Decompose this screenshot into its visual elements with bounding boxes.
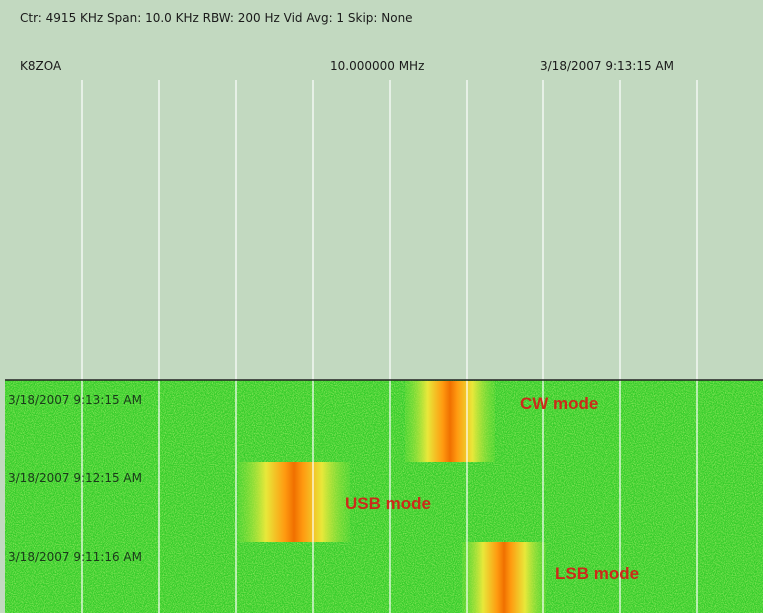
usb-signal: [238, 462, 350, 542]
mode-label: LSB mode: [555, 564, 639, 583]
mode-label: USB mode: [345, 494, 431, 513]
spectrum-panel: [5, 80, 763, 380]
grid: [81, 80, 698, 613]
callsign: K8ZOA: [20, 59, 62, 73]
timestamp: 3/18/2007 9:13:15 AM: [540, 59, 674, 73]
row-timestamp: 3/18/2007 9:11:16 AM: [8, 550, 142, 564]
row-timestamp: 3/18/2007 9:12:15 AM: [8, 471, 142, 485]
row-timestamp: 3/18/2007 9:13:15 AM: [8, 393, 142, 407]
cw-signal: [405, 381, 495, 462]
lsb-signal: [462, 542, 546, 613]
waterfall-noise: [5, 380, 763, 613]
frequency: 10.000000 MHz: [330, 59, 424, 73]
mode-label: CW mode: [520, 394, 598, 413]
info-line: Ctr: 4915 KHz Span: 10.0 KHz RBW: 200 Hz…: [20, 11, 413, 25]
